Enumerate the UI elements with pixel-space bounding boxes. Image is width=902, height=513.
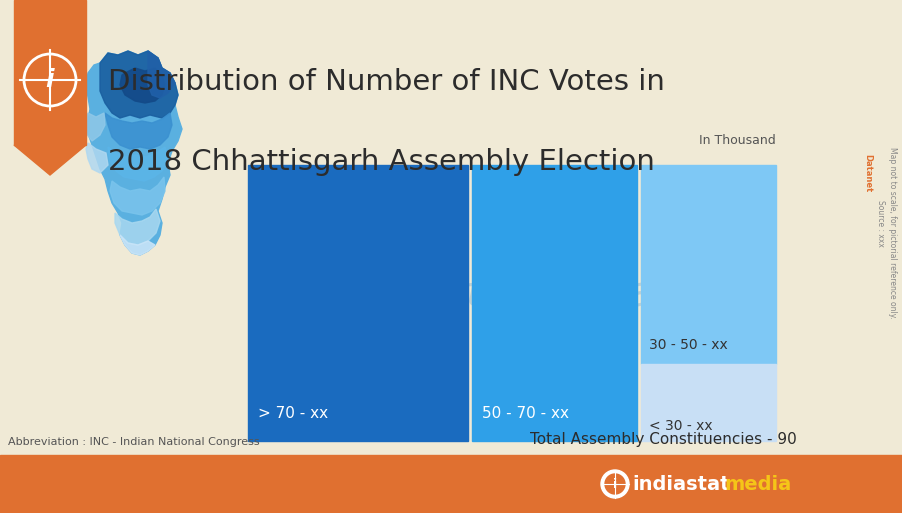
Polygon shape <box>108 147 168 181</box>
Polygon shape <box>86 51 182 255</box>
Text: Datanet: Datanet <box>863 154 872 192</box>
Polygon shape <box>86 143 108 173</box>
Text: Source : xxx: Source : xxx <box>876 200 885 246</box>
Text: i: i <box>46 68 54 92</box>
Text: < 30 - xx: < 30 - xx <box>649 419 713 433</box>
Text: In Thousand: In Thousand <box>699 134 776 147</box>
Polygon shape <box>110 177 165 215</box>
Bar <box>248 165 468 441</box>
Text: 2018 Chhattisgarh Assembly Election: 2018 Chhattisgarh Assembly Election <box>108 148 655 176</box>
Text: i: i <box>613 478 617 490</box>
Polygon shape <box>86 113 105 141</box>
Text: indiastatmedia.com: indiastatmedia.com <box>344 272 757 314</box>
Circle shape <box>601 470 629 498</box>
Polygon shape <box>100 51 178 118</box>
Text: Total Assembly Constituencies - 90: Total Assembly Constituencies - 90 <box>530 432 796 447</box>
Polygon shape <box>105 113 172 149</box>
Text: Map not to scale, for pictorial reference only.: Map not to scale, for pictorial referenc… <box>888 147 897 319</box>
Text: 30 - 50 - xx: 30 - 50 - xx <box>649 338 728 352</box>
Polygon shape <box>14 145 86 175</box>
Text: Distribution of Number of INC Votes in: Distribution of Number of INC Votes in <box>108 68 665 96</box>
Bar <box>641 364 776 441</box>
Bar <box>472 165 637 441</box>
Bar <box>0 455 902 513</box>
Text: indiastat: indiastat <box>632 475 730 494</box>
Polygon shape <box>120 235 155 255</box>
Polygon shape <box>115 209 160 245</box>
Polygon shape <box>148 51 175 98</box>
Bar <box>14 0 86 145</box>
Polygon shape <box>120 68 165 103</box>
Text: 50 - 70 - xx: 50 - 70 - xx <box>482 406 569 421</box>
Text: > 70 - xx: > 70 - xx <box>258 406 328 421</box>
Circle shape <box>605 474 625 494</box>
Text: media: media <box>724 475 791 494</box>
Bar <box>641 165 776 364</box>
Text: Abbreviation : INC - Indian National Congress: Abbreviation : INC - Indian National Con… <box>8 437 260 447</box>
